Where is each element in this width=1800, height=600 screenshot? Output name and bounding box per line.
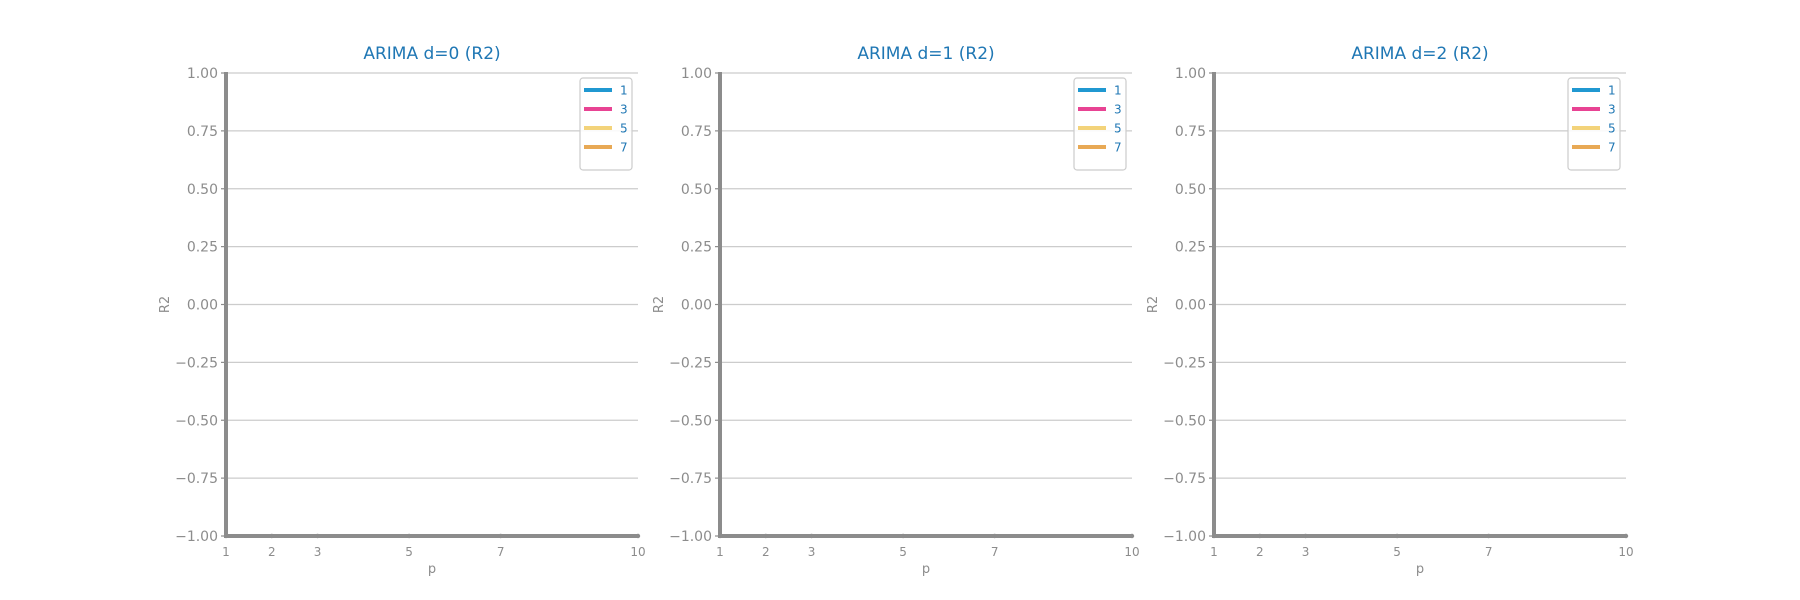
x-tick — [406, 533, 412, 539]
x-tick-label: 1 — [716, 545, 724, 559]
y-tick-label: −0.25 — [1163, 355, 1206, 371]
x-tick — [1257, 533, 1262, 539]
x-tick-label: 7 — [991, 545, 999, 559]
y-axis-label: R2 — [652, 296, 667, 313]
y-tick-label: −1.00 — [669, 529, 712, 545]
x-tick — [269, 533, 274, 539]
y-tick-label: 0.00 — [187, 298, 218, 314]
legend-label: 7 — [620, 141, 628, 155]
y-tick-label: −1.00 — [1163, 529, 1206, 545]
legend-label: 7 — [1114, 141, 1122, 155]
x-tick-label: 10 — [1618, 545, 1633, 559]
x-tick — [809, 533, 814, 539]
x-tick-label: 1 — [1210, 545, 1218, 559]
x-axis-label: p — [922, 562, 930, 577]
y-tick-label: 0.50 — [1175, 182, 1206, 198]
y-tick-label: 1.00 — [1175, 66, 1206, 82]
y-tick-label: 0.00 — [681, 298, 712, 314]
x-tick-label: 10 — [1124, 545, 1139, 559]
x-tick — [635, 533, 641, 539]
x-tick — [1303, 533, 1308, 539]
x-tick-label: 5 — [405, 545, 413, 559]
y-tick-label: 0.25 — [681, 240, 712, 256]
legend-label: 5 — [620, 122, 628, 136]
y-tick-label: −0.50 — [175, 413, 218, 429]
legend-label: 7 — [1608, 141, 1616, 155]
y-tick-label: −0.25 — [175, 355, 218, 371]
chart-panel-0: 1.00 0.75 0.50 0.25 0.00 −0.25 −0.50 −0.75 −1.00… — [158, 44, 646, 577]
legend-label: 3 — [1608, 103, 1616, 117]
x-axis-label: p — [428, 562, 436, 577]
x-tick-label: 7 — [497, 545, 505, 559]
y-tick-label: −1.00 — [175, 529, 218, 545]
y-tick-label: −0.75 — [175, 471, 218, 487]
y-tick-label: −0.25 — [669, 355, 712, 371]
legend-label: 3 — [1114, 103, 1122, 117]
y-axis-label: R2 — [1146, 296, 1161, 313]
x-tick — [1623, 533, 1629, 539]
y-tick-label: 0.75 — [681, 124, 712, 140]
y-tick-label: 0.00 — [1175, 298, 1206, 314]
x-tick — [315, 533, 320, 539]
y-tick-label: 0.50 — [681, 182, 712, 198]
y-tick-label: 0.25 — [187, 240, 218, 256]
y-tick-label: −0.50 — [1163, 413, 1206, 429]
x-tick-label: 10 — [630, 545, 645, 559]
chart-title: ARIMA d=0 (R2) — [363, 44, 500, 64]
x-tick — [763, 533, 768, 539]
y-tick-label: 1.00 — [681, 66, 712, 82]
x-tick — [992, 533, 997, 539]
x-tick-label: 5 — [899, 545, 907, 559]
y-tick-label: 0.50 — [187, 182, 218, 198]
legend: 1 3 5 7 — [1567, 77, 1621, 171]
x-tick — [498, 533, 503, 539]
x-tick-label: 7 — [1485, 545, 1493, 559]
x-tick — [1394, 533, 1400, 539]
y-tick-label: 0.75 — [187, 124, 218, 140]
legend-label: 3 — [620, 103, 628, 117]
legend-label: 5 — [1608, 122, 1616, 136]
legend-label: 5 — [1114, 122, 1122, 136]
chart-title: ARIMA d=1 (R2) — [857, 44, 994, 64]
x-tick-label: 3 — [314, 545, 322, 559]
x-tick — [717, 533, 723, 539]
chart-panel-2: 1.00 0.75 0.50 0.25 0.00 −0.25 −0.50 −0.75 −1.00… — [1146, 44, 1634, 577]
y-tick-label: 0.75 — [1175, 124, 1206, 140]
x-tick-label: 3 — [1302, 545, 1310, 559]
y-tick-label: −0.50 — [669, 413, 712, 429]
x-tick-label: 2 — [1256, 545, 1264, 559]
legend-label: 1 — [1114, 84, 1122, 98]
x-tick — [1129, 533, 1135, 539]
x-tick-label: 2 — [268, 545, 276, 559]
x-tick-label: 5 — [1393, 545, 1401, 559]
x-tick — [1486, 533, 1491, 539]
y-tick-label: 1.00 — [187, 66, 218, 82]
y-tick-label: −0.75 — [1163, 471, 1206, 487]
y-tick-label: −0.75 — [669, 471, 712, 487]
legend-label: 1 — [1608, 84, 1616, 98]
x-tick-label: 2 — [762, 545, 770, 559]
y-tick-label: 0.25 — [1175, 240, 1206, 256]
y-axis-label: R2 — [158, 296, 173, 313]
chart-panel-1: 1.00 0.75 0.50 0.25 0.00 −0.25 −0.50 −0.75 −1.00… — [652, 44, 1140, 577]
legend-label: 1 — [620, 84, 628, 98]
legend: 1 3 5 7 — [579, 77, 633, 171]
x-axis-label: p — [1416, 562, 1424, 577]
x-tick-label: 1 — [222, 545, 230, 559]
chart-title: ARIMA d=2 (R2) — [1351, 44, 1488, 64]
x-tick — [900, 533, 906, 539]
x-tick — [223, 533, 229, 539]
x-tick-label: 3 — [808, 545, 816, 559]
legend: 1 3 5 7 — [1073, 77, 1127, 171]
x-tick — [1211, 533, 1217, 539]
